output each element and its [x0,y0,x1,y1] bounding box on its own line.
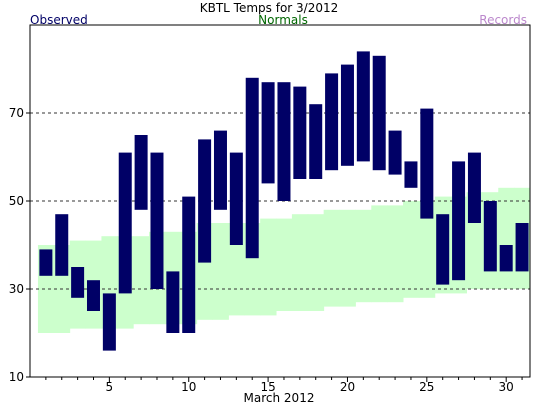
observed-bar [309,104,323,179]
x-axis-label: March 2012 [244,391,315,405]
observed-bar [245,77,259,259]
observed-bar [467,152,481,223]
normal-band [387,205,404,303]
normal-band [291,214,309,311]
observed-bar [293,86,307,179]
observed-bar [229,152,243,245]
x-tick-label: 10 [181,380,196,394]
y-tick-label: 50 [9,194,24,208]
observed-bar [182,196,196,333]
x-tick-label: 25 [419,380,434,394]
x-tick-label: 20 [340,380,355,394]
observed-bar [213,130,227,210]
x-axis: 5 10 15 20 25 30 [45,377,523,394]
observed-bar [372,55,386,171]
x-tick-label: 30 [499,380,514,394]
normal-band [228,223,245,316]
chart-title: KBTL Temps for 3/2012 [200,1,339,15]
normal-band [212,223,229,320]
y-tick-label: 70 [9,106,24,120]
y-axis: 10 30 50 70 [9,106,30,384]
y-tick-label: 10 [9,370,24,384]
observed-bar [340,64,354,166]
observed-bar [71,267,85,298]
y-tick-label: 30 [9,282,24,296]
normal-band [418,201,436,298]
x-tick-label: 5 [106,380,114,394]
observed-bar [452,161,466,281]
observed-bars [39,51,529,351]
normal-band [403,201,420,298]
normal-band [307,214,325,311]
observed-bar [55,214,69,276]
normal-band [276,218,293,311]
observed-bar [404,161,418,188]
observed-bar [134,135,148,210]
x-tick-label: 15 [260,380,275,394]
observed-bar [261,82,275,184]
observed-bar [277,82,291,201]
observed-bar [39,249,53,276]
observed-bar [198,139,212,263]
observed-bar [118,152,132,294]
normal-band [371,205,388,303]
observed-bar [499,245,513,272]
observed-bar [166,271,180,333]
normal-band [355,209,372,303]
normal-band [498,187,515,289]
legend-normals: Normals [258,13,308,27]
legend-records: Records [479,13,527,27]
observed-bar [515,223,529,272]
normal-band [339,209,356,307]
observed-bar [150,152,164,289]
observed-bar [483,201,497,272]
observed-bar [436,214,450,285]
legend-observed: Observed [30,13,88,27]
normal-band [260,218,277,316]
observed-bar [388,130,402,175]
observed-bar [420,108,434,219]
gridlines [30,112,530,290]
observed-bar [325,73,339,171]
observed-bar [102,293,116,351]
observed-bar [86,280,100,311]
normal-band [323,209,341,307]
normal-band [133,236,150,325]
observed-bar [356,51,370,162]
